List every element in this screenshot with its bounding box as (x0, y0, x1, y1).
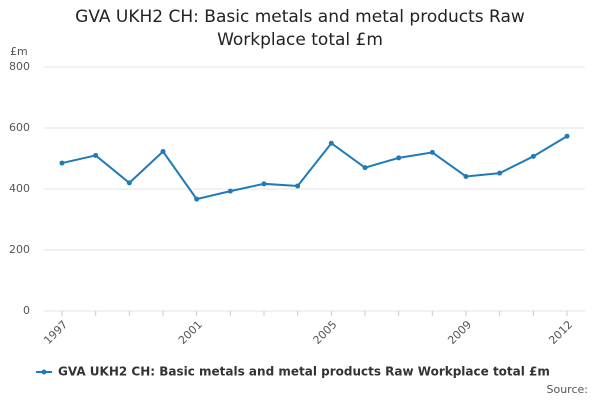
x-tick-label: 2005 (311, 318, 340, 347)
source: Source: (547, 383, 589, 396)
y-tick-label: 600 (9, 121, 30, 134)
point (429, 149, 435, 155)
point (59, 160, 65, 166)
point (93, 152, 99, 158)
point (194, 196, 200, 202)
x-tick-label: 2001 (176, 318, 205, 347)
x-tick-label: 2012 (546, 318, 575, 347)
x-tick-label: 2009 (445, 318, 474, 347)
y-tick-label: 400 (9, 182, 30, 195)
legend-marker (41, 369, 47, 375)
y-axis-label: £m (10, 45, 28, 58)
point (160, 148, 166, 154)
point (261, 181, 267, 187)
point (362, 165, 368, 171)
point (328, 140, 334, 146)
y-tick-label: 0 (23, 304, 30, 317)
point (295, 183, 301, 189)
y-tick-label: 800 (9, 60, 30, 73)
legend-label: GVA UKH2 CH: Basic metals and metal prod… (58, 365, 550, 379)
x-tick-label: 1997 (41, 318, 70, 347)
chart-title: GVA UKH2 CH: Basic metals and metal prod… (75, 7, 525, 50)
point (497, 170, 503, 176)
line (61, 135, 568, 201)
point (530, 153, 536, 159)
point (227, 188, 233, 194)
point (126, 180, 132, 186)
point (396, 155, 402, 161)
point (564, 133, 570, 139)
point (463, 173, 469, 179)
y-tick-label: 200 (9, 243, 30, 256)
